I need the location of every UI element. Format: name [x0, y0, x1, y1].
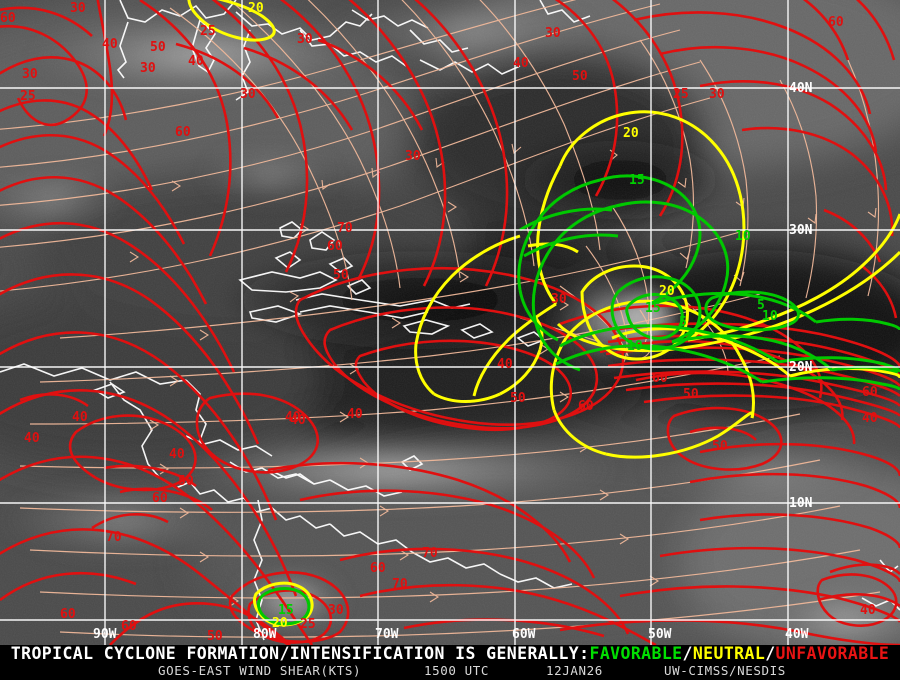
gridline-layer [0, 0, 900, 645]
yellow-contour-layer [187, 0, 900, 627]
neutral-label: NEUTRAL [692, 645, 766, 663]
satellite-map-panel: 90W 80W 70W 60W 50W 40W 40N 30N 20N 10N 30 60 40 25 30… [0, 0, 900, 645]
product-title: GOES-EAST WIND SHEAR(KTS) [158, 663, 362, 678]
product-source: UW-CIMSS/NESDIS [664, 663, 786, 678]
red-contour-layer [0, 0, 900, 645]
coastline-layer [0, 0, 900, 641]
separator-2: / [765, 645, 776, 663]
product-time: 1500 UTC [424, 663, 490, 678]
product-date: 12JAN26 [546, 663, 603, 678]
satellite-imagery-svg [0, 0, 900, 645]
statement-lead: TROPICAL CYCLONE FORMATION/INTENSIFICATI… [10, 645, 590, 663]
favorability-statement: TROPICAL CYCLONE FORMATION/INTENSIFICATI… [0, 645, 900, 663]
unfavorable-label: UNFAVORABLE [775, 645, 890, 663]
caption-strip: TROPICAL CYCLONE FORMATION/INTENSIFICATI… [0, 645, 900, 680]
favorable-label: FAVORABLE [589, 645, 683, 663]
streamline-arrows [129, 143, 877, 607]
separator-1: / [682, 645, 693, 663]
